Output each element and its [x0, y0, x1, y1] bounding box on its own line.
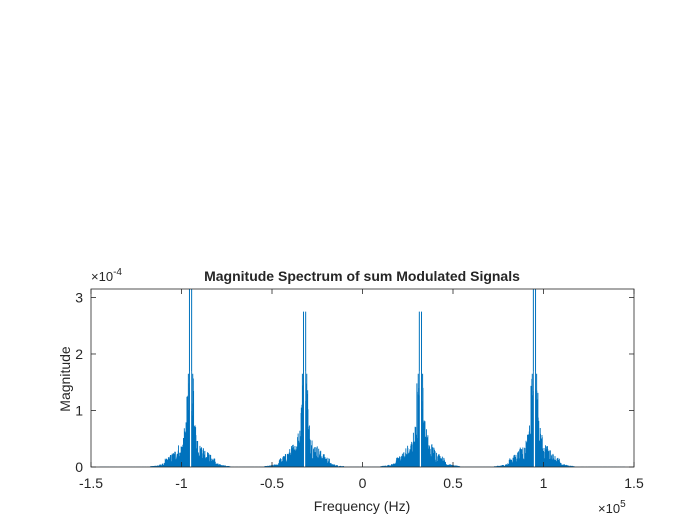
x-tick-label: -1: [175, 475, 188, 491]
y-axis-exponent: ×10-4: [91, 267, 122, 284]
spectrum-peak-3: [417, 311, 424, 467]
x-tick-label: 1: [540, 475, 548, 491]
y-tick-label: 1: [75, 402, 83, 418]
y-exponent-base: ×10: [91, 269, 113, 284]
spectrum-peak-2: [301, 311, 308, 467]
x-tick-label: -0.5: [260, 475, 284, 491]
chart-title: Magnitude Spectrum of sum Modulated Sign…: [204, 268, 520, 284]
x-tick-label: -1.5: [79, 475, 103, 491]
x-axis-label: Frequency (Hz): [314, 498, 410, 514]
x-tick-label: 0.5: [443, 475, 463, 491]
y-ticks: 0 1 2 3: [75, 289, 634, 475]
x-tick-label: 0: [359, 475, 367, 491]
plot-area: [91, 289, 634, 467]
x-tick-label: 1.5: [624, 475, 644, 491]
series-layer: [99, 289, 626, 467]
y-tick-label: 0: [75, 459, 83, 475]
x-exponent-base: ×10: [598, 501, 620, 516]
x-axis-exponent: ×105: [598, 499, 626, 516]
y-axis-label: Magnitude: [57, 346, 73, 412]
y-tick-label: 2: [75, 346, 83, 362]
spectrum-peak-1: [187, 289, 194, 467]
spectrum-peak-4: [531, 289, 538, 467]
x-ticks: -1.5 -1 -0.5 0 0.5 1 1.5: [79, 289, 644, 491]
y-exponent-power: -4: [113, 267, 122, 278]
x-exponent-power: 5: [620, 499, 626, 510]
y-tick-label: 3: [75, 289, 83, 305]
